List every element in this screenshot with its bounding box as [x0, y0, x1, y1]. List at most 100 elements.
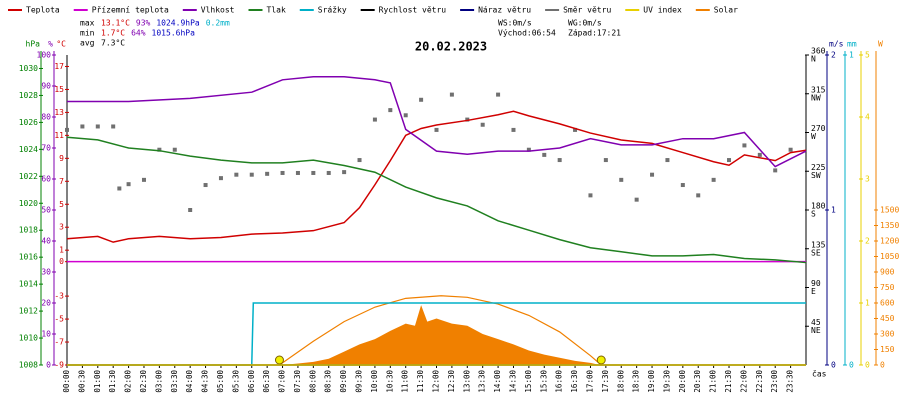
wind-direction-point — [542, 152, 547, 157]
stat-value: 1.7°C — [101, 29, 125, 38]
y-tick-label: 1026 — [19, 118, 38, 127]
legend-label: UV index — [643, 6, 682, 15]
y-tick-label: 315 — [811, 85, 826, 94]
x-tick-label: 12:30 — [447, 370, 456, 393]
stat-value: 93% — [136, 19, 151, 28]
wind-direction-point — [665, 158, 670, 163]
stat-label: max — [80, 19, 95, 28]
x-tick-label: 03:30 — [170, 370, 179, 393]
x-tick-label: 16:30 — [570, 370, 579, 393]
x-tick-label: 17:00 — [585, 370, 594, 393]
y-tick-label: -7 — [54, 338, 64, 347]
legend-label: Rychlost větru — [379, 6, 447, 15]
legend-label: Směr větru — [563, 6, 611, 15]
wind-direction-point — [249, 172, 254, 177]
legend-label: Srážky — [318, 6, 347, 15]
y-tick-label: 5 — [59, 200, 64, 209]
wind-direction-point — [65, 127, 69, 132]
x-tick-label: 20:00 — [678, 370, 687, 393]
x-tick-label: 09:00 — [339, 370, 348, 393]
y-tick-label: 1050 — [880, 252, 899, 261]
compass-label: NW — [811, 93, 821, 102]
y-tick-label: -9 — [54, 361, 64, 370]
y-tick-label: 80 — [41, 113, 51, 122]
legend-label: Solar — [714, 6, 738, 15]
compass-label: N — [811, 55, 816, 64]
y-tick-label: 360 — [811, 47, 826, 56]
y-tick-label: 0 — [59, 257, 64, 266]
x-tick-label: 03:00 — [154, 370, 163, 393]
x-tick-label: 00:30 — [77, 370, 86, 393]
y-tick-label: 1350 — [880, 221, 899, 230]
stat-value: 1024.9hPa — [156, 19, 200, 28]
y-tick-label: 1 — [59, 246, 64, 255]
x-tick-label: 20:30 — [693, 370, 702, 393]
wind-direction-point — [295, 170, 300, 175]
wind-direction-point — [742, 143, 747, 148]
x-tick-label: 05:00 — [216, 370, 225, 393]
x-tick-label: 07:00 — [278, 370, 287, 393]
wind-direction-point — [280, 170, 285, 175]
x-tick-label: 02:00 — [124, 370, 133, 393]
compass-label: NE — [811, 326, 821, 335]
y-tick-label: 225 — [811, 163, 826, 172]
x-tick-label: 19:00 — [647, 370, 656, 393]
y-tick-label: 180 — [811, 202, 826, 211]
x-tick-label: 01:00 — [93, 370, 102, 393]
x-tick-label: 07:30 — [293, 370, 302, 393]
y-tick-label: 3 — [59, 223, 64, 232]
y-tick-label: 70 — [41, 144, 51, 153]
wind-info: WS:0m/s — [498, 19, 532, 28]
y-tick-label: 1200 — [880, 237, 899, 246]
y-tick-label: 2 — [831, 51, 836, 60]
wind-direction-point — [342, 170, 347, 175]
y-tick-label: 45 — [811, 318, 821, 327]
wind-info: Východ:06:54 — [498, 29, 556, 38]
y-tick-label: 15 — [54, 85, 64, 94]
x-axis-label: čas — [812, 369, 827, 379]
y-tick-label: 150 — [880, 345, 895, 354]
y-tick-label: 0 — [865, 361, 870, 370]
x-tick-label: 04:00 — [185, 370, 194, 393]
y-tick-label: 0 — [880, 361, 885, 370]
y-tick-label: 1014 — [19, 280, 38, 289]
y-tick-label: 1022 — [19, 172, 38, 181]
y-tick-label: 50 — [41, 206, 51, 215]
y-tick-label: 30 — [41, 268, 51, 277]
y-tick-label: 20 — [41, 299, 51, 308]
y-tick-label: 90 — [41, 82, 51, 91]
wind-direction-point — [80, 124, 85, 129]
stat-label: min — [80, 29, 95, 38]
stat-label: avg — [80, 39, 95, 48]
x-tick-label: 22:00 — [739, 370, 748, 393]
compass-label: SE — [811, 248, 821, 257]
x-tick-label: 21:00 — [709, 370, 718, 393]
y-tick-label: 900 — [880, 268, 895, 277]
y-tick-label: 1028 — [19, 91, 38, 100]
y-tick-label: 2 — [865, 237, 870, 246]
legend-label: Teplota — [26, 6, 60, 15]
y-tick-label: 1020 — [19, 199, 38, 208]
y-tick-label: 1 — [865, 299, 870, 308]
clear-sky-curve — [279, 295, 602, 366]
x-tick-label: 02:30 — [139, 370, 148, 393]
x-tick-label: 13:00 — [462, 370, 471, 393]
x-tick-label: 04:30 — [201, 370, 210, 393]
wind-direction-point — [773, 168, 778, 173]
stat-value: 7.3°C — [101, 39, 125, 48]
wind-direction-point — [203, 183, 208, 188]
legend-label: Tlak — [267, 6, 286, 15]
y-tick-label: 750 — [880, 283, 895, 292]
y-tick-label: 13 — [54, 108, 64, 117]
x-tick-label: 00:00 — [62, 370, 71, 393]
y-tick-label: 1024 — [19, 145, 38, 154]
compass-label: SW — [811, 171, 821, 180]
compass-label: S — [811, 210, 816, 219]
x-tick-label: 12:00 — [432, 370, 441, 393]
x-tick-label: 17:30 — [601, 370, 610, 393]
x-tick-label: 15:30 — [539, 370, 548, 393]
y-tick-label: 90 — [811, 279, 821, 288]
y-tick-label: 5 — [865, 51, 870, 60]
wind-direction-point — [757, 152, 762, 157]
